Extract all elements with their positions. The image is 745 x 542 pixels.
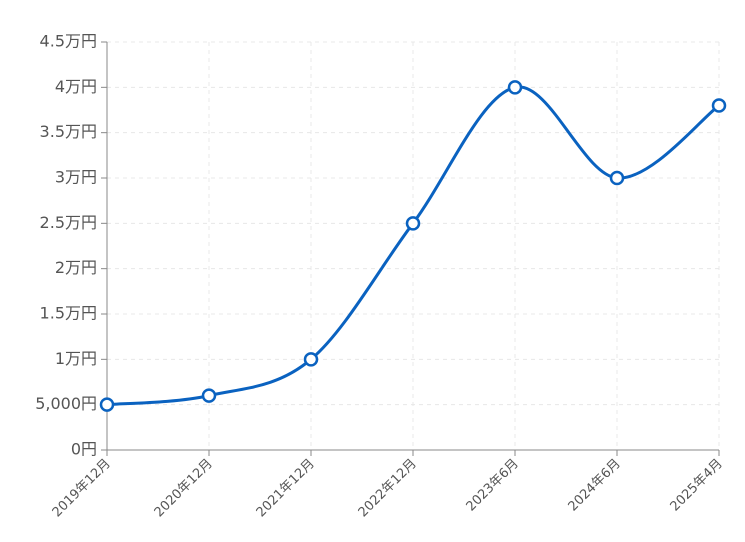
x-tick-label: 2020年12月 <box>152 456 216 520</box>
y-tick-label: 1.5万円 <box>40 304 97 323</box>
point <box>507 80 523 95</box>
y-tick-label: 5,000円 <box>35 394 97 413</box>
x-tick-label: 2022年12月 <box>356 456 420 520</box>
point <box>99 397 115 412</box>
point <box>711 98 727 113</box>
point <box>405 216 421 231</box>
y-tick-label: 0円 <box>71 440 97 459</box>
y-tick-label: 2.5万円 <box>40 213 97 232</box>
y-tick-label: 4万円 <box>55 77 97 96</box>
x-tick-label: 2019年12月 <box>50 456 114 520</box>
point <box>201 388 217 403</box>
y-tick-label: 2万円 <box>55 258 97 277</box>
x-tick-label: 2024年6月 <box>566 456 624 514</box>
y-tick-label: 3.5万円 <box>40 122 97 141</box>
y-tick-label: 3万円 <box>55 168 97 187</box>
point <box>609 170 625 186</box>
x-tick-label: 2021年12月 <box>254 456 318 520</box>
y-tick-label: 4.5万円 <box>40 32 97 51</box>
y-tick-label: 1万円 <box>55 349 97 368</box>
x-tick-label: 2023年6月 <box>464 456 522 514</box>
x-tick-label: 2025年4月 <box>668 456 726 514</box>
point <box>303 352 319 367</box>
